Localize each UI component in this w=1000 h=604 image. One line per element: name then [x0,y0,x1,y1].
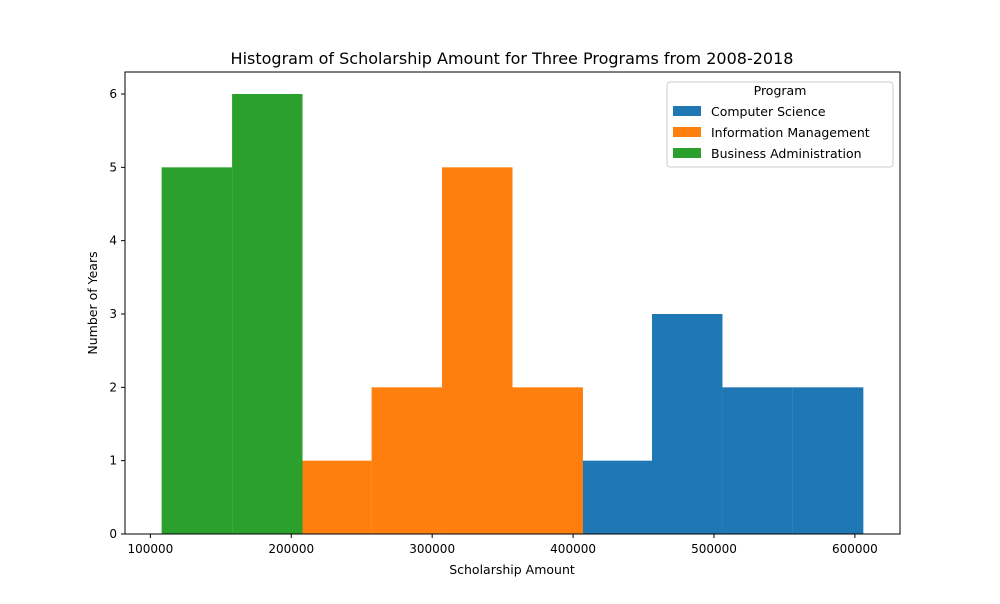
bar-series-0-bin-2 [722,387,793,534]
y-tick-label-4: 4 [109,234,117,248]
bar-series-1-bin-0 [301,460,372,534]
bar-series-0-bin-3 [792,387,864,534]
x-tick-label-1: 200000 [268,542,314,556]
legend-label-2: Business Administration [711,146,862,161]
plot-frame [124,71,901,535]
legend-title: Program [754,83,807,98]
bar-series-1-bin-3 [512,387,583,534]
legend-label-0: Computer Science [711,104,826,119]
x-axis-ticks: 100000 200000 300000 400000 500000 600000 [127,534,878,556]
legend-label-1: Information Management [711,125,870,140]
chart-title: Histogram of Scholarship Amount for Thre… [231,49,794,68]
y-tick-label-3: 3 [109,307,117,321]
y-axis-ticks: 0 1 2 3 4 5 6 [109,87,125,541]
x-tick-label-0: 100000 [127,542,173,556]
y-tick-label-0: 0 [109,527,117,541]
legend: Program Computer Science Information Mana… [666,81,894,168]
y-axis-label: Number of Years [85,251,100,354]
bar-series-2-bin-1 [232,94,303,534]
y-tick-label-6: 6 [109,87,117,101]
bar-series-1-bin-2 [442,167,513,535]
x-axis-label: Scholarship Amount [449,562,575,577]
x-tick-label-2: 300000 [409,542,455,556]
legend-swatch-0 [673,106,701,116]
legend-swatch-2 [673,148,701,158]
bar-series-1-bin-1 [371,387,443,534]
x-tick-label-5: 600000 [832,542,878,556]
bar-series-2-bin-0 [161,167,233,535]
bar-series-0-bin-0 [581,460,652,534]
legend-entries: Computer Science Information Management Bu… [673,104,870,161]
y-tick-label-2: 2 [109,380,117,394]
y-tick-label-1: 1 [109,454,117,468]
legend-box [666,81,894,168]
y-tick-label-5: 5 [109,160,117,174]
bar-series-0-bin-1 [652,314,723,534]
legend-swatch-1 [673,127,701,137]
x-tick-label-4: 500000 [691,542,737,556]
bars-group [161,94,864,535]
x-tick-label-3: 400000 [550,542,596,556]
